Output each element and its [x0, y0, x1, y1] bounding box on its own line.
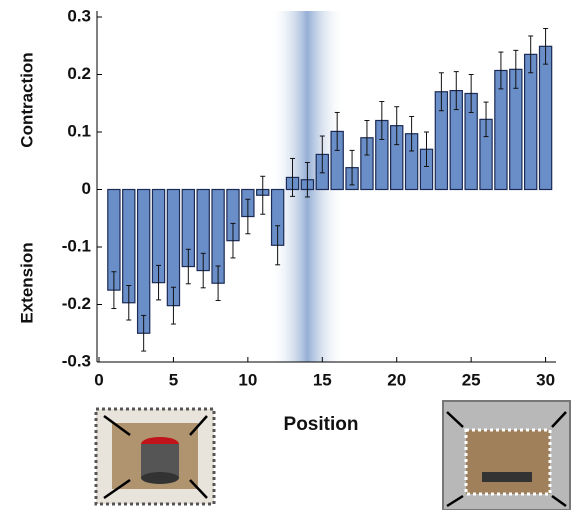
y-label-top: Contraction [17, 52, 36, 147]
x-label: Position [284, 414, 359, 435]
x-tick-label: 25 [462, 370, 481, 389]
x-tick-label: 20 [387, 370, 406, 389]
bar [138, 190, 150, 334]
thumbnail-left [96, 409, 214, 504]
bar [539, 46, 551, 189]
y-label-bottom: Extension [17, 242, 36, 323]
thumbnail-right [443, 401, 570, 510]
x-tick-label: 10 [238, 370, 257, 389]
chart: 0.30.20.10-0.1-0.2-0.3051015202530 Contr… [0, 0, 577, 510]
y-tick-label: -0.1 [62, 236, 91, 255]
x-tick-label: 15 [313, 370, 332, 389]
y-tick-label: 0 [82, 179, 91, 198]
y-tick-label: -0.2 [62, 294, 91, 313]
y-tick-label: 0.1 [67, 121, 91, 140]
y-tick-label: 0.3 [67, 6, 91, 25]
y-tick-label: 0.2 [67, 64, 91, 83]
x-tick-label: 0 [94, 370, 103, 389]
x-tick-label: 5 [169, 370, 178, 389]
bar [525, 54, 537, 189]
y-tick-label: -0.3 [62, 351, 91, 370]
x-tick-label: 30 [536, 370, 555, 389]
